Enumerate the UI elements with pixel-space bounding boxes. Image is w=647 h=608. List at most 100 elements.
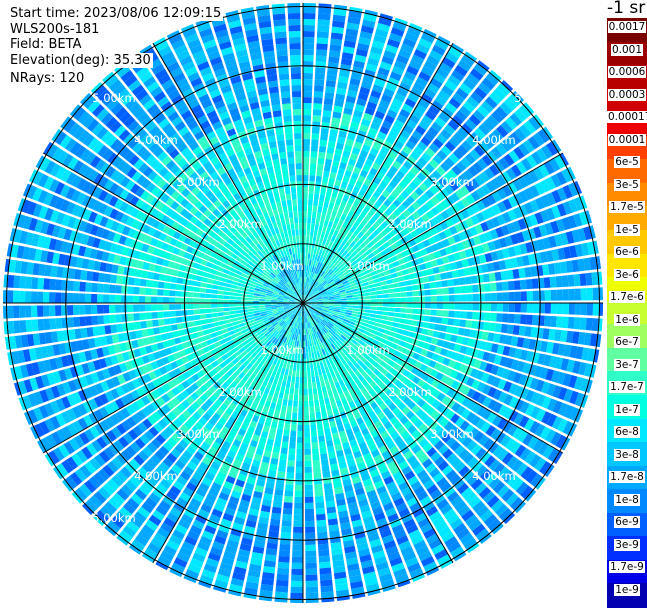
range-gate xyxy=(557,303,563,314)
range-gate xyxy=(178,329,185,336)
range-gate xyxy=(381,316,388,321)
range-gate xyxy=(219,282,226,287)
range-gate xyxy=(312,448,319,455)
range-gate xyxy=(317,206,322,213)
range-gate xyxy=(31,306,37,318)
range-gate xyxy=(315,375,319,382)
range-gate xyxy=(477,321,484,329)
range-gate xyxy=(153,327,160,334)
range-gate xyxy=(316,43,327,50)
range-gate xyxy=(288,13,301,19)
range-gate xyxy=(533,303,539,313)
range-gate xyxy=(317,164,324,171)
range-gate xyxy=(311,151,318,157)
range-gate xyxy=(235,297,241,300)
range-gate xyxy=(325,92,335,99)
range-gate xyxy=(280,386,285,393)
range-gate xyxy=(171,276,178,283)
range-gate xyxy=(293,121,301,127)
range-gate xyxy=(127,286,134,294)
range-gate xyxy=(43,278,50,289)
range-gate xyxy=(313,97,322,104)
range-gate xyxy=(298,407,303,413)
range-gate xyxy=(276,134,284,141)
range-gate xyxy=(291,376,295,382)
range-gate xyxy=(323,110,332,117)
range-gate xyxy=(275,385,280,392)
range-gate xyxy=(405,319,412,325)
range-gate xyxy=(269,525,279,532)
range-gate xyxy=(286,472,294,479)
range-gate xyxy=(519,326,526,336)
range-gate xyxy=(287,376,291,382)
range-gate xyxy=(324,165,331,172)
range-gate xyxy=(291,575,303,581)
range-gate xyxy=(496,313,503,322)
range-gate xyxy=(310,229,314,235)
range-gate xyxy=(278,207,283,214)
range-gate xyxy=(223,308,229,312)
range-gate xyxy=(300,377,303,383)
range-gate xyxy=(277,574,289,581)
range-gate xyxy=(305,551,316,557)
range-gate xyxy=(392,322,399,327)
range-gate xyxy=(294,133,301,139)
range-gate xyxy=(288,25,300,31)
range-gate xyxy=(235,310,241,314)
range-gate xyxy=(315,67,325,74)
range-gate xyxy=(128,277,135,285)
range-gate xyxy=(253,308,259,311)
range-gate xyxy=(224,287,230,291)
range-gate xyxy=(592,318,599,331)
range-gate xyxy=(247,306,253,309)
range-gate xyxy=(383,307,389,311)
range-gate xyxy=(335,305,341,307)
range-gate xyxy=(298,205,302,211)
range-gate xyxy=(103,315,110,324)
range-gate xyxy=(230,314,236,318)
range-gate xyxy=(20,320,27,333)
range-gate xyxy=(304,401,309,407)
range-gate xyxy=(194,287,201,292)
range-gate xyxy=(467,303,473,310)
range-gate xyxy=(290,430,296,436)
range-gate xyxy=(305,515,314,521)
range-gate xyxy=(146,320,153,327)
range-gate xyxy=(211,299,217,303)
range-gate xyxy=(330,172,337,179)
range-gate xyxy=(319,441,326,448)
range-gate xyxy=(196,326,203,332)
range-gate xyxy=(277,471,285,478)
range-gate xyxy=(298,211,302,217)
range-gate xyxy=(365,306,371,309)
range-gate xyxy=(55,292,61,303)
range-gate xyxy=(219,320,226,325)
range-gate xyxy=(212,289,218,294)
range-gate xyxy=(188,280,195,286)
range-gate xyxy=(291,229,295,235)
range-gate xyxy=(424,309,430,315)
range-gate xyxy=(279,544,290,551)
range-gate xyxy=(145,296,151,303)
range-gate xyxy=(320,447,327,454)
range-gate xyxy=(236,313,242,317)
range-gate xyxy=(285,387,290,394)
range-gate xyxy=(307,217,311,223)
range-gate xyxy=(274,165,281,172)
range-gate xyxy=(285,369,289,376)
range-gate xyxy=(497,303,503,312)
range-gate xyxy=(312,127,320,134)
range-gate xyxy=(399,318,406,323)
range-gate xyxy=(407,303,413,308)
range-gate xyxy=(520,314,527,324)
range-gate xyxy=(26,320,33,332)
range-gate xyxy=(288,163,294,169)
range-gate xyxy=(283,375,288,382)
range-gate xyxy=(284,231,288,238)
range-gate xyxy=(279,213,284,220)
range-gate xyxy=(133,296,139,303)
range-gate xyxy=(92,272,99,282)
range-gate xyxy=(292,199,297,205)
range-gate xyxy=(43,319,50,330)
